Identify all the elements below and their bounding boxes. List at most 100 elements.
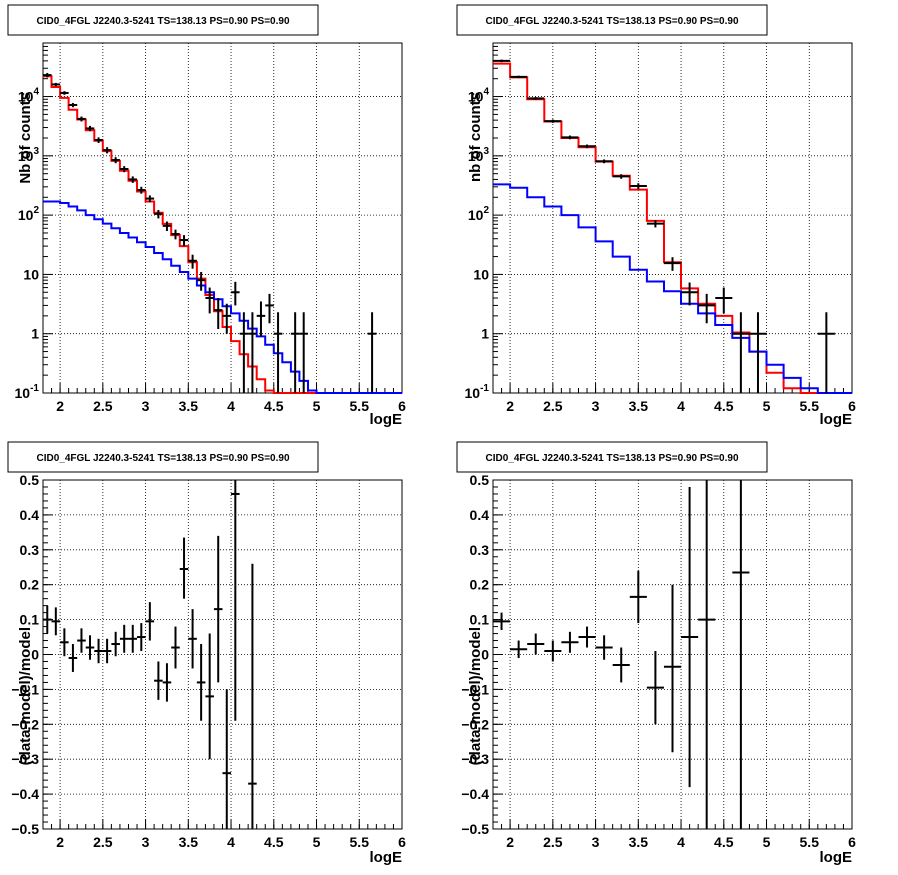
y-tick-label: 0 (481, 647, 489, 663)
data-point (145, 195, 155, 203)
data-point (85, 635, 95, 660)
data-point (222, 303, 232, 334)
x-tick-label: 4 (227, 834, 235, 850)
title-box (7, 4, 319, 36)
data-point (231, 480, 240, 721)
x-tick-label: 4.5 (714, 398, 734, 414)
data-point (629, 570, 647, 624)
y-axis-title: (data-model)/model (467, 627, 484, 765)
x-axis-title: logE (370, 849, 403, 866)
y-tick-label: 0.5 (20, 472, 40, 488)
data-point (732, 312, 750, 393)
data-point (94, 137, 103, 143)
data-point (256, 301, 266, 337)
y-tick-label: 0.5 (470, 472, 490, 488)
x-tick-label: 4.5 (264, 834, 284, 850)
data-point (162, 221, 172, 231)
data-point (179, 537, 189, 599)
data-point (561, 631, 579, 653)
data-point (196, 644, 206, 721)
y-tick-label: −0.1 (11, 681, 39, 697)
data-point (111, 631, 120, 657)
title-box (456, 4, 768, 36)
y-tick-label: −0.4 (461, 786, 489, 802)
data-point (817, 312, 835, 393)
data-point (154, 210, 163, 219)
data-point (273, 312, 283, 393)
data-point (137, 623, 146, 652)
x-tick-label: 5 (313, 398, 321, 414)
data-point (145, 602, 155, 641)
data-point (698, 293, 716, 324)
y-tick-label: 0.2 (470, 577, 490, 593)
data-point (265, 293, 274, 324)
data-point (367, 312, 377, 393)
data-point (102, 638, 112, 664)
x-tick-label: 2.5 (93, 398, 113, 414)
data-point (60, 91, 69, 95)
x-tick-label: 5.5 (350, 398, 370, 414)
data-point (222, 689, 232, 829)
data-point (85, 125, 95, 132)
x-tick-label: 3 (142, 834, 150, 850)
data-point (68, 102, 78, 108)
data-point (612, 174, 630, 179)
data-point (196, 271, 206, 291)
x-tick-label: 3.5 (629, 834, 649, 850)
x-tick-label: 2 (506, 834, 514, 850)
y-tick-label: 1 (481, 326, 489, 342)
data-point (681, 282, 699, 306)
x-axis-title: logE (820, 411, 853, 428)
x-tick-label: 4 (677, 398, 685, 414)
panel-spectrum-right: 2 2.5 3 3.5 4 4.5 5 5.5 6 10-1 1 10 102 103 104 CID0_4F… (456, 4, 856, 428)
data-point (77, 116, 86, 122)
y-tick-label: 10-1 (15, 383, 40, 401)
x-tick-label: 5 (313, 834, 321, 850)
data-point (188, 254, 197, 269)
data-point (111, 157, 120, 164)
data-point (239, 312, 249, 393)
x-tick-label: 2.5 (93, 834, 113, 850)
data-point (94, 638, 103, 664)
data-point (544, 119, 562, 123)
data-point (205, 287, 214, 314)
data-point (137, 186, 146, 194)
y-tick-label: 102 (18, 205, 40, 223)
data-point (171, 229, 180, 240)
data-point (629, 183, 647, 190)
data-point (698, 480, 716, 829)
y-tick-label: 0.2 (20, 577, 40, 593)
data-point (299, 312, 308, 393)
data-point (290, 312, 300, 393)
y-tick-label: −0.3 (11, 751, 39, 767)
panel-spectrum-left: 2 2.5 3 3.5 4 4.5 5 5.5 6 10-1 1 10 102 103 104 CID0_4F… (7, 4, 406, 428)
data-point (213, 535, 223, 683)
x-tick-label: 3 (142, 398, 150, 414)
data-point (493, 59, 511, 63)
data-point (595, 159, 613, 164)
y-tick-label: 0.4 (20, 507, 40, 523)
data-point (248, 563, 257, 829)
y-tick-label: 10 (23, 266, 39, 282)
x-tick-label: 2 (56, 398, 64, 414)
data-point (119, 624, 129, 653)
y-tick-label: −0.5 (11, 821, 39, 837)
y-tick-label: −0.2 (461, 716, 489, 732)
data-point (179, 235, 189, 247)
data-point (248, 312, 257, 393)
x-tick-label: 3.5 (179, 398, 199, 414)
plot-frame (42, 479, 403, 830)
data-point (561, 135, 579, 140)
y-tick-label: −0.3 (461, 751, 489, 767)
x-tick-label: 3.5 (179, 834, 199, 850)
data-point (102, 147, 112, 154)
data-point (527, 633, 545, 655)
data-point (595, 635, 613, 660)
series-blue-model-line (43, 200, 402, 394)
y-tick-label: 0.3 (470, 542, 490, 558)
plot-frame (42, 42, 403, 394)
x-tick-label: 6 (848, 834, 856, 850)
data-point (162, 663, 172, 702)
data-point (51, 607, 61, 636)
panel-residuals-right: 2 2.5 3 3.5 4 4.5 5 5.5 6 −0.5 −0.4 −0.3 −0.2 −0.1 0 0.… (456, 441, 856, 866)
